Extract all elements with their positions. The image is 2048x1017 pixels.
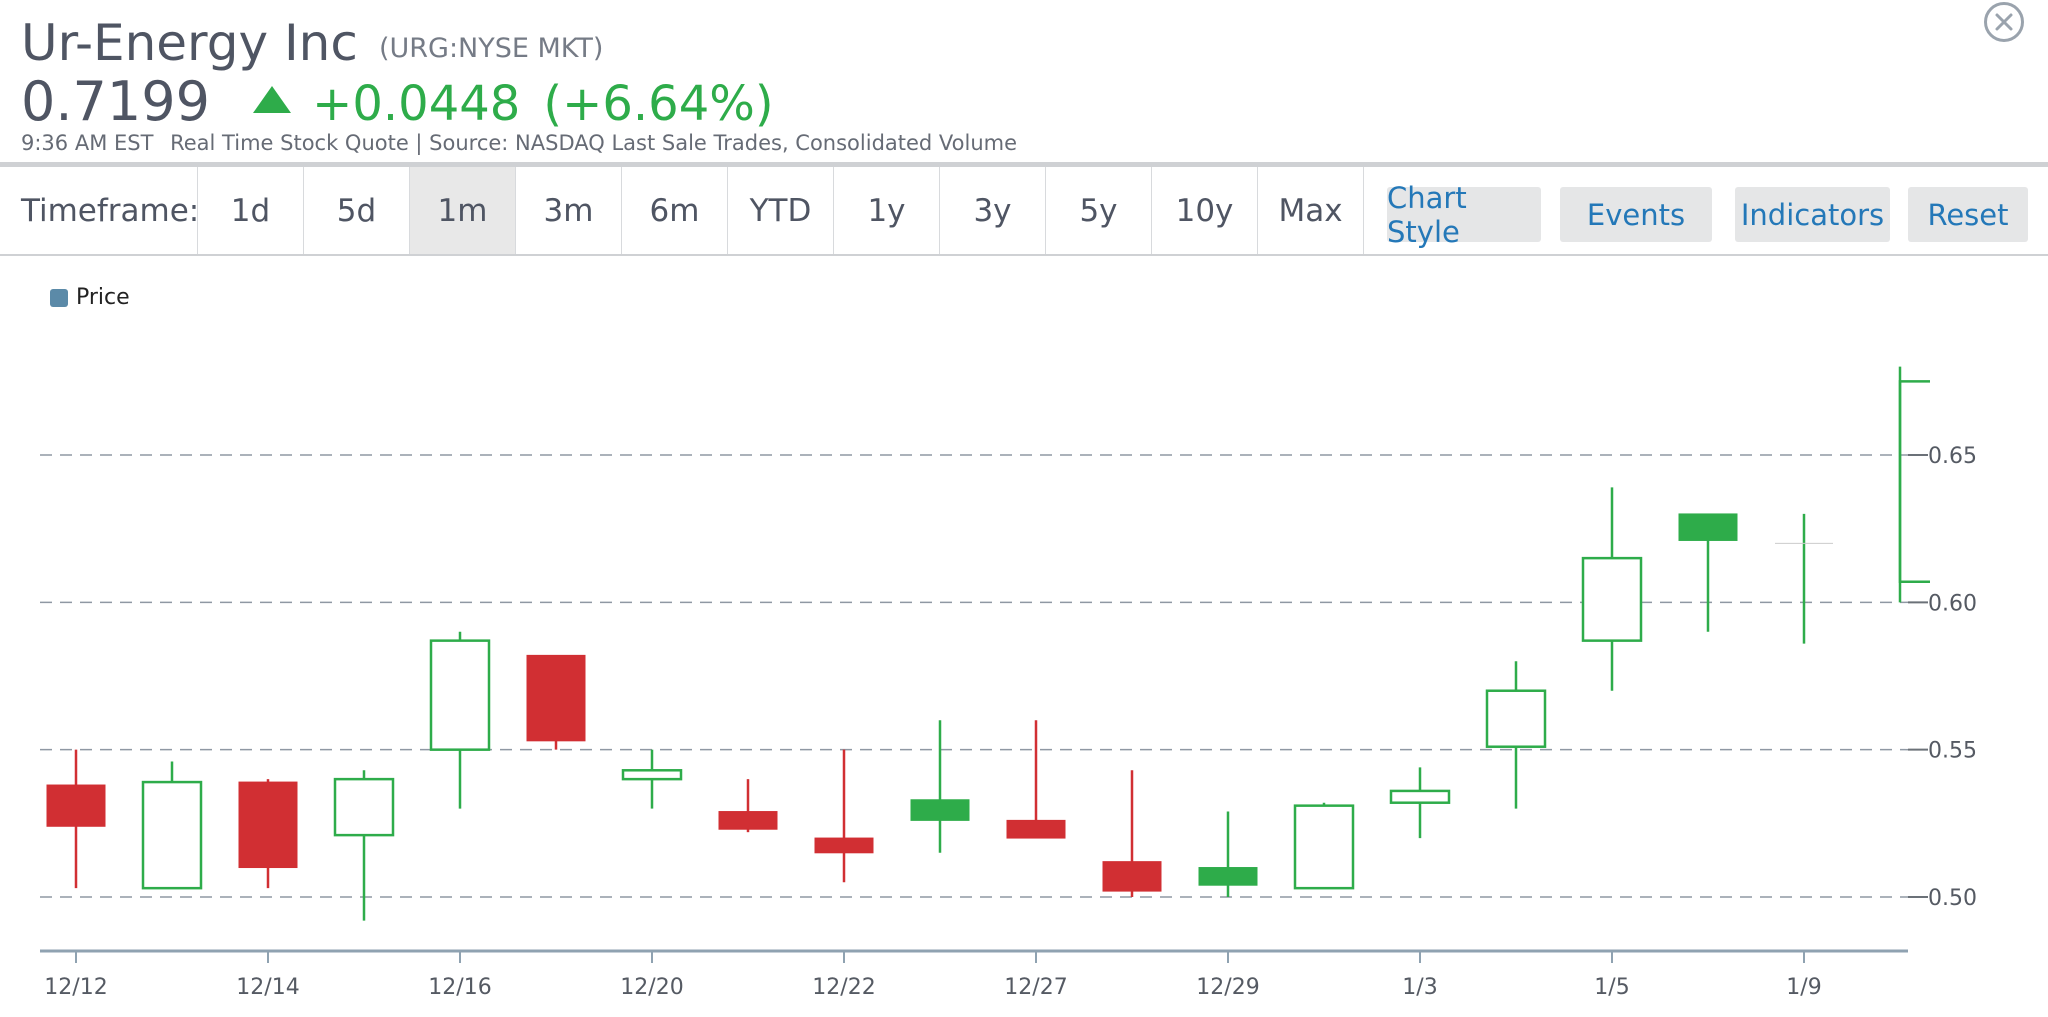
candle [526,654,586,750]
candle [429,631,491,809]
candle [238,779,298,889]
timeframe-3y-button[interactable]: 3y [940,167,1046,254]
triangle-up-icon [253,86,292,113]
candle-body [1293,804,1355,890]
candle [621,749,683,809]
candles [46,366,1930,921]
x-tick-label: 12/22 [812,975,875,1000]
candle-body [910,799,970,821]
candle-body [141,780,203,890]
ticker-symbol: (URG:NYSE MKT) [378,33,604,64]
candle-body [1581,556,1643,642]
chart-toolbar: Timeframe: 1d 5d 1m 3m 6m YTD 1y 3y 5y 1… [0,162,2048,256]
close-icon [1995,13,2013,31]
price-change-percent: (+6.64%) [543,76,774,132]
quote-source: Real Time Stock Quote | Source: NASDAQ L… [170,131,1018,155]
x-tick-label: 12/16 [428,975,491,1000]
candle [1898,366,1930,603]
candle-body [46,784,106,827]
quote-source-line: 9:36 AM EST Real Time Stock Quote | Sour… [21,131,1017,155]
price-row: 0.7199 +0.0448 (+6.64%) [21,70,774,133]
candle-body [238,781,298,869]
x-tick-label: 12/20 [620,975,683,1000]
x-tick-label: 12/14 [236,975,299,1000]
x-tick-label: 12/29 [1196,975,1259,1000]
company-title-row: Ur-Energy Inc (URG:NYSE MKT) [21,14,603,72]
quote-header: Ur-Energy Inc (URG:NYSE MKT) 0.7199 +0.0… [0,0,2048,162]
candle [1485,661,1547,809]
candle-body [1198,867,1258,886]
candle-body [1102,861,1162,892]
price-change: +0.0448 [312,76,521,132]
y-tick-label: 0.60 [1928,591,1977,616]
x-tick-label: 1/3 [1402,975,1437,1000]
candle [1581,487,1643,691]
legend-label-price: Price [76,285,130,310]
candle-body [1389,789,1451,804]
timeframe-ytd-button[interactable]: YTD [728,167,834,254]
chart-legend[interactable]: Price [50,285,130,310]
candle [1293,802,1355,890]
timeframe-10y-button[interactable]: 10y [1152,167,1258,254]
company-name: Ur-Energy Inc [21,14,358,72]
timeframe-1y-button[interactable]: 1y [834,167,940,254]
candle [46,749,106,889]
candle-body [814,837,874,854]
candle-body [718,811,778,830]
indicators-button[interactable]: Indicators [1735,187,1890,242]
candle [333,770,395,921]
chart-style-button[interactable]: Chart Style [1387,181,1541,249]
quote-time: 9:36 AM EST [21,131,154,155]
timeframe-1d-button[interactable]: 1d [198,167,304,254]
candle [1775,513,1833,644]
x-tick-label: 1/9 [1786,975,1821,1000]
events-button[interactable]: Events [1560,187,1712,242]
candle [1006,720,1066,839]
candle-body [429,639,491,751]
candle-body [333,777,395,837]
legend-swatch [50,288,68,307]
timeframe-5y-button[interactable]: 5y [1046,167,1152,254]
candle [718,779,778,833]
candle [141,761,203,890]
y-tick-label: 0.55 [1928,739,1977,764]
x-tick-label: 12/12 [44,975,107,1000]
candle [910,720,970,853]
candle [1678,513,1738,632]
candle [1198,811,1258,897]
candle-body [526,654,586,742]
gridlines: 0.50 0.55 0.60 0.65 [40,444,1977,911]
candle [814,749,874,883]
candle-body [621,769,683,781]
y-tick-label: 0.65 [1928,444,1977,469]
candle [1389,767,1451,839]
candle [1102,770,1162,897]
timeframe-5d-button[interactable]: 5d [304,167,410,254]
candle-body [1485,689,1547,748]
last-price: 0.7199 [21,70,210,133]
x-tick-label: 1/5 [1594,975,1629,1000]
timeframe-1m-button[interactable]: 1m [410,167,516,254]
candle-body [1898,380,1930,583]
y-tick-label: 0.50 [1928,886,1977,911]
timeframe-6m-button[interactable]: 6m [622,167,728,254]
reset-button[interactable]: Reset [1908,187,2028,242]
timeframe-label: Timeframe: [0,167,199,254]
candlestick-chart: 0.500.550.600.65 12/12 12/14 12/16 12/20 12/… [40,366,1977,1000]
close-button[interactable] [1984,2,2024,42]
timeframe-3m-button[interactable]: 3m [516,167,622,254]
x-tick-label: 12/27 [1004,975,1067,1000]
candle-body [1678,513,1738,541]
candle-body [1006,819,1066,839]
timeframe-max-button[interactable]: Max [1258,167,1364,254]
x-axis: 12/12 12/14 12/16 12/20 12/22 12/27 12/29 1/3 1/… [40,949,1908,1000]
